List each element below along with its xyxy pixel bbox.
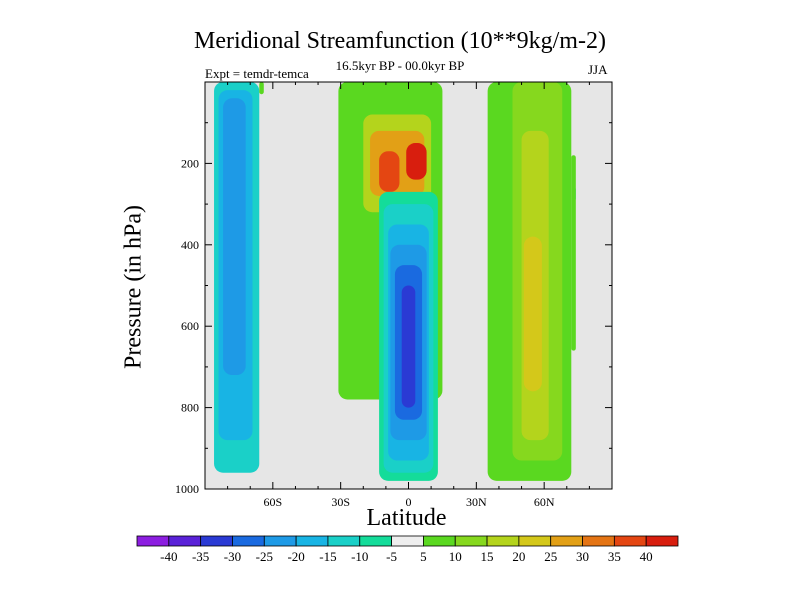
colorbar-swatch bbox=[423, 535, 456, 547]
chart-title: Meridional Streamfunction (10**9kg/m-2) bbox=[194, 28, 606, 54]
colorbar-swatch bbox=[582, 535, 615, 547]
colorbar-label: -20 bbox=[287, 549, 304, 564]
colorbar-label: -35 bbox=[192, 549, 209, 564]
colorbar-swatch bbox=[518, 535, 552, 547]
contour-region-north-strip bbox=[259, 82, 264, 95]
colorbar-swatch bbox=[391, 535, 424, 547]
season-label: JJA bbox=[588, 62, 608, 77]
experiment-label: Expt = temdr-temca bbox=[205, 66, 309, 81]
contour-region-hadley-core-right bbox=[406, 143, 427, 180]
colorbar-label: 35 bbox=[608, 549, 621, 564]
colorbar-label: -10 bbox=[351, 549, 368, 564]
colorbar-label: 10 bbox=[449, 549, 462, 564]
colorbar-swatch bbox=[550, 535, 583, 547]
colorbar-swatch bbox=[295, 535, 329, 547]
colorbar-label: -25 bbox=[256, 549, 273, 564]
x-axis-label: Latitude bbox=[366, 505, 447, 531]
colorbar-label: 25 bbox=[544, 549, 557, 564]
y-tick-label: 200 bbox=[181, 156, 199, 170]
contour-region-hadley-core-left bbox=[379, 151, 400, 192]
colorbar-swatch bbox=[232, 535, 265, 547]
colorbar-swatch bbox=[613, 535, 647, 547]
colorbar-label: 15 bbox=[481, 549, 494, 564]
colorbar-swatch bbox=[454, 535, 488, 547]
x-tick-label: 60N bbox=[534, 495, 555, 509]
colorbar-label: -40 bbox=[160, 549, 177, 564]
x-tick-label: 0 bbox=[406, 495, 412, 509]
colorbar-swatch bbox=[645, 535, 679, 547]
colorbar-swatch bbox=[263, 535, 297, 547]
contour-region-north-edge-pos bbox=[571, 155, 576, 351]
colorbar-label: 30 bbox=[576, 549, 589, 564]
colorbar-swatch bbox=[136, 535, 170, 547]
contour-region-sh-cell-core bbox=[223, 98, 246, 376]
colorbar-label: -5 bbox=[386, 549, 397, 564]
colorbar-label: 40 bbox=[640, 549, 653, 564]
colorbar-swatch bbox=[359, 535, 392, 547]
x-tick-label: 60S bbox=[263, 495, 282, 509]
colorbar-swatch bbox=[200, 535, 233, 547]
x-tick-label: 30N bbox=[466, 495, 487, 509]
y-tick-label: 800 bbox=[181, 401, 199, 415]
contour-region-eq-neg-30 bbox=[401, 285, 416, 408]
x-tick-label: 30S bbox=[331, 495, 350, 509]
y-tick-label: 400 bbox=[181, 238, 199, 252]
y-tick-label: 1000 bbox=[175, 482, 199, 496]
contour-region-nh-cell-peak bbox=[523, 236, 542, 392]
colorbar-label: 5 bbox=[420, 549, 427, 564]
colorbar-label: -30 bbox=[224, 549, 241, 564]
colorbar-label: -15 bbox=[319, 549, 336, 564]
colorbar-swatch bbox=[486, 535, 520, 547]
colorbar-swatch bbox=[327, 535, 361, 547]
y-tick-label: 600 bbox=[181, 319, 199, 333]
colorbar-swatch bbox=[168, 535, 202, 547]
chart-subtitle: 16.5kyr BP - 00.0kyr BP bbox=[335, 58, 465, 73]
colorbar-label: 20 bbox=[512, 549, 525, 564]
